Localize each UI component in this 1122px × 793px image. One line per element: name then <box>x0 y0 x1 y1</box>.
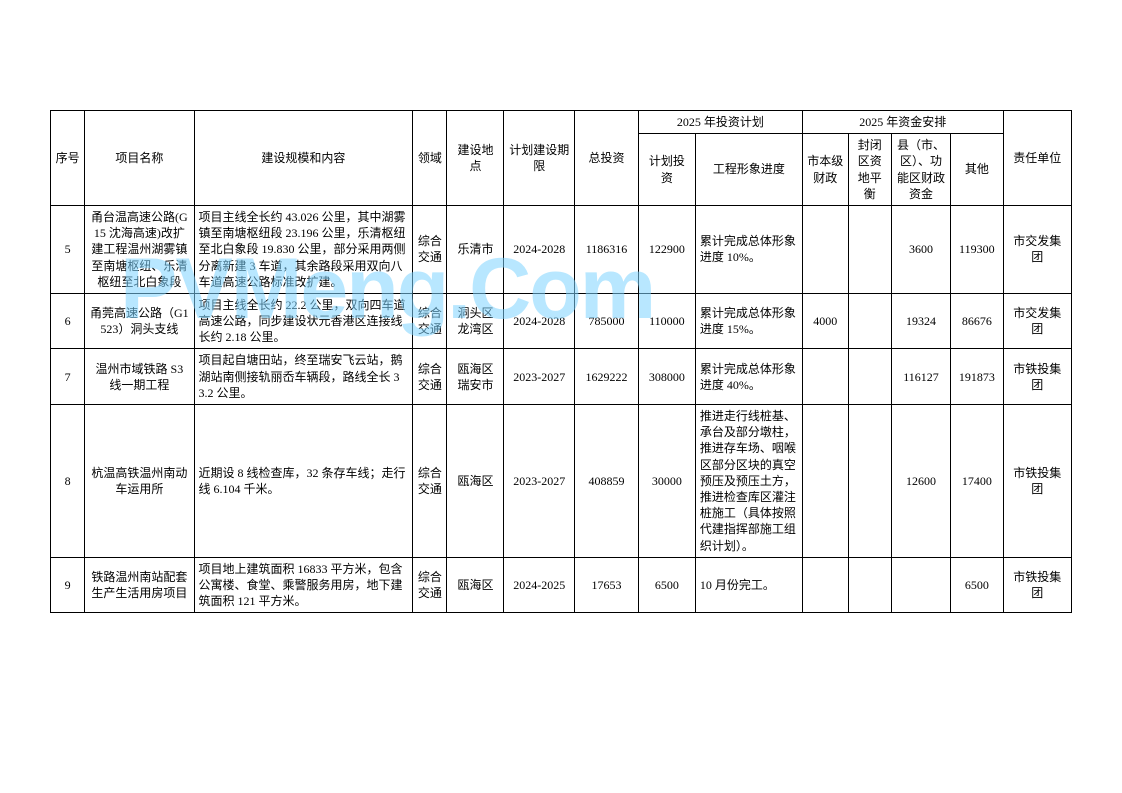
cell-resp: 市交发集团 <box>1003 293 1071 349</box>
cell-name: 杭温高铁温州南动车运用所 <box>85 405 194 558</box>
th-fin2: 封闭区资地平衡 <box>848 134 891 206</box>
cell-plan-amount: 110000 <box>638 293 695 349</box>
cell-fin2 <box>848 293 891 349</box>
page-container: PVMeng.Com 序号 项目名称 建设规模和内容 领域 建设地点 <box>0 0 1122 793</box>
th-fin1: 市本级财政 <box>802 134 848 206</box>
cell-content: 项目起自塘田站，终至瑞安飞云站，鹅湖站南侧接轨丽岙车辆段，路线全长 33.2 公… <box>194 349 413 405</box>
cell-seq: 8 <box>51 405 85 558</box>
cell-plan-amount: 30000 <box>638 405 695 558</box>
cell-fin4: 191873 <box>951 349 1003 405</box>
cell-plan-amount: 6500 <box>638 557 695 613</box>
cell-fin4: 6500 <box>951 557 1003 613</box>
th-plan-amount: 计划投资 <box>638 134 695 206</box>
cell-progress: 累计完成总体形象进度 40%。 <box>695 349 802 405</box>
cell-resp: 市铁投集团 <box>1003 557 1071 613</box>
cell-name: 甬台温高速公路(G15 沈海高速)改扩建工程温州湖雾镇至南塘枢纽、乐清枢纽至北白… <box>85 205 194 293</box>
cell-location: 瓯海区 <box>447 557 504 613</box>
cell-total-invest: 408859 <box>575 405 639 558</box>
cell-fin3: 19324 <box>891 293 950 349</box>
cell-resp: 市铁投集团 <box>1003 405 1071 558</box>
cell-seq: 5 <box>51 205 85 293</box>
cell-fin1 <box>802 349 848 405</box>
cell-fin4: 17400 <box>951 405 1003 558</box>
cell-fin3: 116127 <box>891 349 950 405</box>
cell-fin4: 86676 <box>951 293 1003 349</box>
table-row: 8 杭温高铁温州南动车运用所 近期设 8 线检查库，32 条存车线；走行线 6.… <box>51 405 1072 558</box>
cell-total-invest: 17653 <box>575 557 639 613</box>
cell-period: 2024-2028 <box>504 205 575 293</box>
cell-fin2 <box>848 205 891 293</box>
th-total-invest: 总投资 <box>575 111 639 206</box>
th-fin3: 县（市、区）、功能区财政资金 <box>891 134 950 206</box>
cell-name: 铁路温州南站配套生产生活用房项目 <box>85 557 194 613</box>
cell-seq: 7 <box>51 349 85 405</box>
projects-table: 序号 项目名称 建设规模和内容 领域 建设地点 计划建设期限 总投资 2025 … <box>50 110 1072 613</box>
table-row: 9 铁路温州南站配套生产生活用房项目 项目地上建筑面积 16833 平方米，包含… <box>51 557 1072 613</box>
cell-total-invest: 1186316 <box>575 205 639 293</box>
th-name: 项目名称 <box>85 111 194 206</box>
cell-fin3: 3600 <box>891 205 950 293</box>
cell-content: 项目主线全长约 43.026 公里，其中湖雾镇至南塘枢纽段 23.196 公里，… <box>194 205 413 293</box>
cell-fin3 <box>891 557 950 613</box>
cell-content: 近期设 8 线检查库，32 条存车线；走行线 6.104 千米。 <box>194 405 413 558</box>
cell-fin1 <box>802 557 848 613</box>
cell-name: 温州市域铁路 S3 线一期工程 <box>85 349 194 405</box>
table-body: 5 甬台温高速公路(G15 沈海高速)改扩建工程温州湖雾镇至南塘枢纽、乐清枢纽至… <box>51 205 1072 612</box>
cell-field: 综合交通 <box>413 349 447 405</box>
cell-fin2 <box>848 405 891 558</box>
cell-progress: 10 月份完工。 <box>695 557 802 613</box>
cell-progress: 累计完成总体形象进度 15%。 <box>695 293 802 349</box>
cell-period: 2023-2027 <box>504 405 575 558</box>
cell-plan-amount: 308000 <box>638 349 695 405</box>
cell-field: 综合交通 <box>413 557 447 613</box>
cell-progress: 累计完成总体形象进度 10%。 <box>695 205 802 293</box>
cell-fin1: 4000 <box>802 293 848 349</box>
cell-location: 乐清市 <box>447 205 504 293</box>
table-row: 7 温州市域铁路 S3 线一期工程 项目起自塘田站，终至瑞安飞云站，鹅湖站南侧接… <box>51 349 1072 405</box>
th-plan-2025: 2025 年投资计划 <box>638 111 802 134</box>
cell-location: 瓯海区 <box>447 405 504 558</box>
cell-period: 2024-2025 <box>504 557 575 613</box>
cell-resp: 市交发集团 <box>1003 205 1071 293</box>
cell-period: 2023-2027 <box>504 349 575 405</box>
th-seq: 序号 <box>51 111 85 206</box>
cell-content: 项目地上建筑面积 16833 平方米，包含公寓楼、食堂、乘警服务用房，地下建筑面… <box>194 557 413 613</box>
cell-content: 项目主线全长约 22.2 公里，双向四车道高速公路，同步建设状元香港区连接线长约… <box>194 293 413 349</box>
cell-fin1 <box>802 405 848 558</box>
cell-fin3: 12600 <box>891 405 950 558</box>
th-progress: 工程形象进度 <box>695 134 802 206</box>
cell-total-invest: 785000 <box>575 293 639 349</box>
cell-fin1 <box>802 205 848 293</box>
cell-seq: 9 <box>51 557 85 613</box>
cell-plan-amount: 122900 <box>638 205 695 293</box>
th-location: 建设地点 <box>447 111 504 206</box>
cell-fin2 <box>848 557 891 613</box>
cell-fin4: 119300 <box>951 205 1003 293</box>
cell-location: 洞头区龙湾区 <box>447 293 504 349</box>
th-content: 建设规模和内容 <box>194 111 413 206</box>
th-period: 计划建设期限 <box>504 111 575 206</box>
table-header: 序号 项目名称 建设规模和内容 领域 建设地点 计划建设期限 总投资 2025 … <box>51 111 1072 206</box>
th-fin4: 其他 <box>951 134 1003 206</box>
cell-fin2 <box>848 349 891 405</box>
cell-period: 2024-2028 <box>504 293 575 349</box>
cell-name: 甬莞高速公路（G1523）洞头支线 <box>85 293 194 349</box>
cell-total-invest: 1629222 <box>575 349 639 405</box>
th-field: 领域 <box>413 111 447 206</box>
cell-field: 综合交通 <box>413 405 447 558</box>
cell-resp: 市铁投集团 <box>1003 349 1071 405</box>
table-row: 5 甬台温高速公路(G15 沈海高速)改扩建工程温州湖雾镇至南塘枢纽、乐清枢纽至… <box>51 205 1072 293</box>
th-funding-2025: 2025 年资金安排 <box>802 111 1003 134</box>
cell-progress: 推进走行线桩基、承台及部分墩柱，推进存车场、咽喉区部分区块的真空预压及预压土方，… <box>695 405 802 558</box>
cell-seq: 6 <box>51 293 85 349</box>
cell-field: 综合交通 <box>413 293 447 349</box>
table-row: 6 甬莞高速公路（G1523）洞头支线 项目主线全长约 22.2 公里，双向四车… <box>51 293 1072 349</box>
cell-location: 瓯海区瑞安市 <box>447 349 504 405</box>
cell-field: 综合交通 <box>413 205 447 293</box>
th-resp: 责任单位 <box>1003 111 1071 206</box>
